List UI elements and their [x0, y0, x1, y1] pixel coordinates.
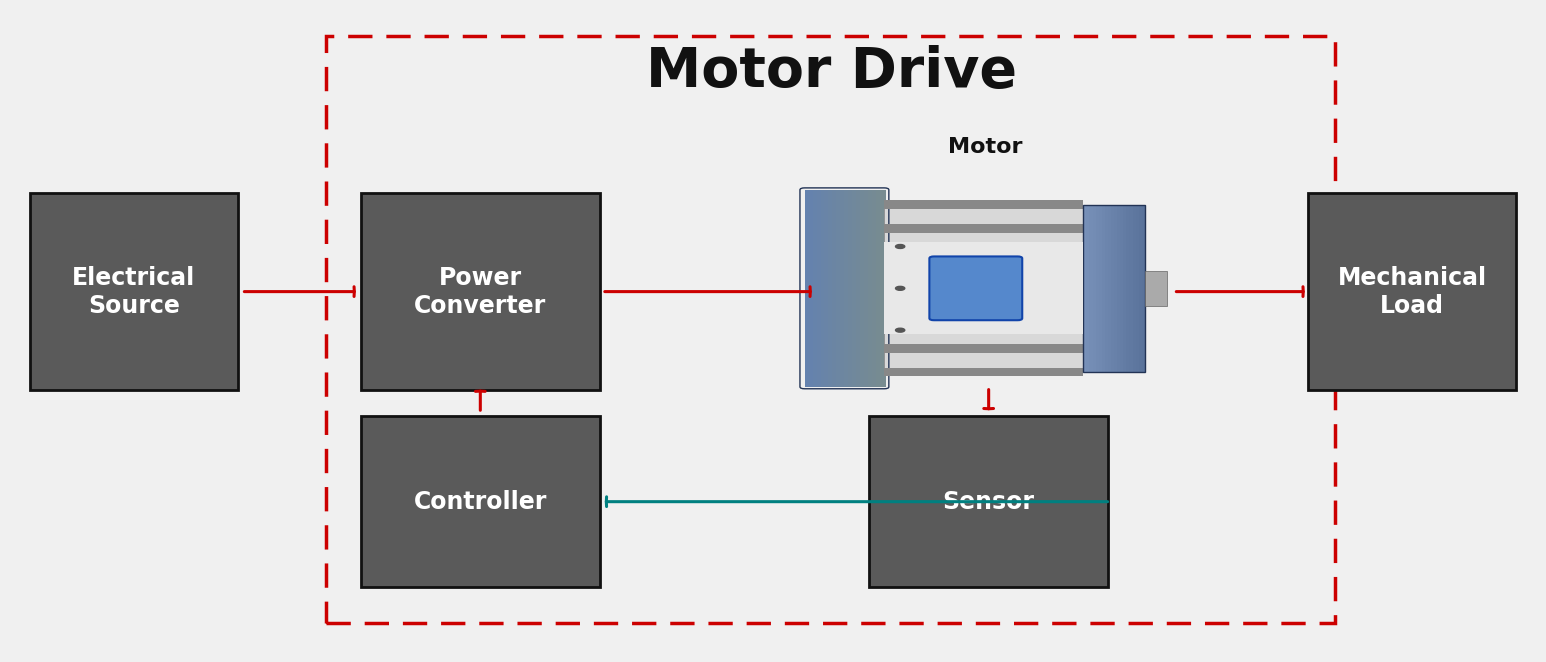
- Text: Mechanical
Load: Mechanical Load: [1337, 265, 1487, 318]
- FancyBboxPatch shape: [816, 190, 822, 387]
- FancyBboxPatch shape: [877, 190, 881, 387]
- FancyBboxPatch shape: [1115, 205, 1119, 372]
- FancyBboxPatch shape: [360, 193, 600, 390]
- FancyBboxPatch shape: [1102, 205, 1107, 372]
- FancyBboxPatch shape: [860, 190, 866, 387]
- FancyBboxPatch shape: [1146, 271, 1167, 306]
- FancyBboxPatch shape: [1308, 193, 1517, 390]
- FancyBboxPatch shape: [884, 224, 1084, 233]
- Circle shape: [895, 328, 904, 332]
- FancyBboxPatch shape: [1087, 205, 1091, 372]
- Text: Sensor: Sensor: [943, 490, 1034, 514]
- FancyBboxPatch shape: [1136, 205, 1141, 372]
- Text: Motor: Motor: [948, 137, 1023, 157]
- FancyBboxPatch shape: [1105, 205, 1110, 372]
- FancyBboxPatch shape: [929, 256, 1022, 320]
- FancyBboxPatch shape: [29, 193, 238, 390]
- FancyBboxPatch shape: [884, 272, 1084, 281]
- FancyBboxPatch shape: [880, 190, 886, 387]
- FancyBboxPatch shape: [1142, 205, 1147, 372]
- FancyBboxPatch shape: [804, 190, 810, 387]
- FancyBboxPatch shape: [884, 248, 1084, 257]
- FancyBboxPatch shape: [884, 242, 1084, 334]
- Text: Controller: Controller: [414, 490, 547, 514]
- FancyBboxPatch shape: [813, 190, 818, 387]
- FancyBboxPatch shape: [1108, 205, 1113, 372]
- Text: Electrical
Source: Electrical Source: [73, 265, 195, 318]
- FancyBboxPatch shape: [809, 190, 815, 387]
- FancyBboxPatch shape: [1130, 205, 1135, 372]
- FancyBboxPatch shape: [1084, 205, 1088, 372]
- FancyBboxPatch shape: [884, 320, 1084, 328]
- FancyBboxPatch shape: [841, 190, 846, 387]
- FancyBboxPatch shape: [1096, 205, 1101, 372]
- FancyBboxPatch shape: [884, 200, 1084, 209]
- FancyBboxPatch shape: [884, 296, 1084, 305]
- FancyBboxPatch shape: [1133, 205, 1138, 372]
- Text: Power
Converter: Power Converter: [414, 265, 546, 318]
- FancyBboxPatch shape: [1093, 205, 1098, 372]
- FancyBboxPatch shape: [884, 367, 1084, 377]
- FancyBboxPatch shape: [360, 416, 600, 587]
- FancyBboxPatch shape: [1099, 205, 1104, 372]
- FancyBboxPatch shape: [829, 190, 833, 387]
- FancyBboxPatch shape: [1127, 205, 1132, 372]
- FancyBboxPatch shape: [884, 344, 1084, 353]
- FancyBboxPatch shape: [869, 190, 873, 387]
- FancyBboxPatch shape: [849, 190, 853, 387]
- FancyBboxPatch shape: [1118, 205, 1122, 372]
- FancyBboxPatch shape: [852, 190, 858, 387]
- FancyBboxPatch shape: [1124, 205, 1129, 372]
- FancyBboxPatch shape: [844, 190, 850, 387]
- FancyBboxPatch shape: [1139, 205, 1144, 372]
- FancyBboxPatch shape: [1090, 205, 1095, 372]
- FancyBboxPatch shape: [856, 190, 861, 387]
- FancyBboxPatch shape: [869, 416, 1108, 587]
- FancyBboxPatch shape: [824, 190, 830, 387]
- FancyBboxPatch shape: [832, 190, 838, 387]
- FancyBboxPatch shape: [872, 190, 878, 387]
- Circle shape: [895, 244, 904, 248]
- FancyBboxPatch shape: [836, 190, 843, 387]
- FancyBboxPatch shape: [1112, 205, 1116, 372]
- Text: Motor Drive: Motor Drive: [646, 45, 1017, 99]
- FancyBboxPatch shape: [864, 190, 870, 387]
- FancyBboxPatch shape: [884, 205, 1084, 372]
- FancyBboxPatch shape: [821, 190, 826, 387]
- Circle shape: [895, 287, 904, 291]
- FancyBboxPatch shape: [1121, 205, 1125, 372]
